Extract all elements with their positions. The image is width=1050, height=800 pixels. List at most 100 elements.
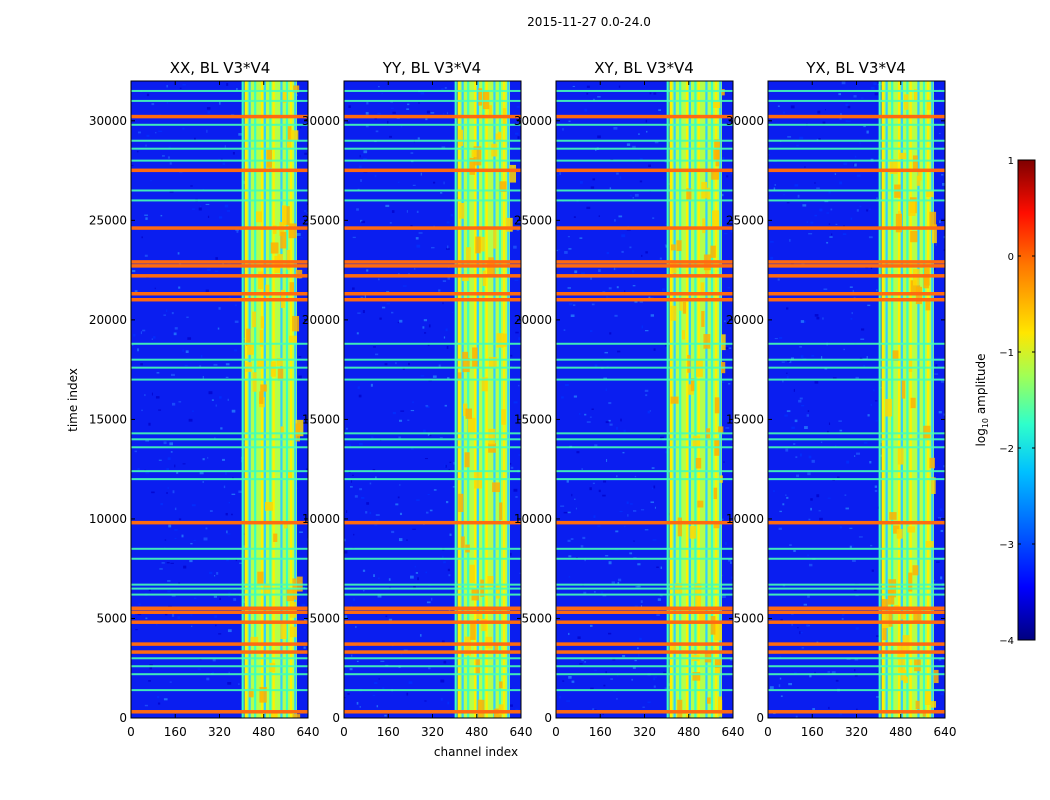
heatmap-noise-cell [632,196,635,199]
heatmap-noise-cell [361,220,366,224]
heatmap-noise-cell [157,702,161,705]
heatmap-noise-cell [854,271,857,273]
heatmap-noise-cell [174,464,176,468]
heatmap-noise-cell [804,166,806,168]
heatmap-noise-cell [214,615,218,618]
heatmap-noise-cell [878,155,880,159]
heatmap-noise-cell [870,403,873,406]
heatmap-noise-cell [730,172,733,175]
heatmap-noise-cell [443,660,447,664]
heatmap-noise-cell [629,246,632,249]
heatmap-noise-cell [568,120,571,122]
heatmap-plot-area[interactable]: 0 160 320 480 640 0 5000 10000 15000 20000 25000 30… [726,80,957,739]
heatmap-noise-cell [169,442,174,446]
heatmap-noise-cell [428,667,431,670]
heatmap-noise-cell [935,244,937,246]
warm-row [131,478,308,481]
heatmap-noise-cell [777,105,780,107]
heatmap-blob [458,493,464,512]
heatmap-noise-cell [227,681,232,685]
heatmap-blob [901,379,906,399]
x-tick-label: 480 [889,725,912,739]
heatmap-noise-cell [218,216,223,219]
heatmap-blob [712,210,720,229]
heatmap-plot-area[interactable]: 0 160 320 480 640 0 5000 10000 15000 20000 25000 30… [89,80,320,739]
heatmap-noise-cell [219,597,221,600]
heatmap-plot-area[interactable]: 0 160 320 480 640 0 5000 10000 15000 20000 25000 30… [514,80,745,739]
hot-row [768,168,945,173]
y-axis-label: time index [66,368,80,432]
heatmap-noise-cell [634,475,637,478]
heatmap-noise-cell [378,86,380,88]
heatmap-noise-cell [570,314,575,318]
hot-row [131,606,308,611]
heatmap-noise-cell [224,204,229,208]
heatmap-noise-cell [721,595,726,598]
heatmap-noise-cell [346,121,350,125]
heatmap-noise-cell [145,440,150,442]
heatmap-noise-cell [632,510,637,512]
heatmap-noise-cell [801,647,805,649]
heatmap-noise-cell [215,624,217,627]
heatmap-noise-cell [164,614,168,616]
heatmap-noise-cell [940,529,944,533]
heatmap-noise-cell [793,672,797,674]
heatmap-blob [465,408,472,419]
heatmap-blob [907,526,916,533]
heatmap-noise-cell [188,418,193,422]
heatmap-noise-cell [568,302,573,306]
heatmap-noise-cell [583,591,587,594]
heatmap-noise-cell [566,480,569,483]
heatmap-noise-cell [144,704,148,707]
heatmap-noise-cell [193,539,196,541]
heatmap-noise-cell [191,208,195,210]
warm-row [344,139,521,142]
heatmap-noise-cell [406,210,408,213]
heatmap-noise-cell [839,118,842,120]
heatmap-noise-cell [859,142,861,145]
heatmap-noise-cell [203,537,208,541]
heatmap-plot-area[interactable]: 0 160 320 480 640 0 5000 10000 15000 20000 25000 30… [302,80,533,739]
heatmap-noise-cell [778,337,783,339]
heatmap-noise-cell [942,182,945,186]
heatmap-noise-cell [831,233,833,236]
warm-row [344,89,521,92]
heatmap-noise-cell [877,81,880,84]
heatmap-noise-cell [442,302,444,305]
channel-stripe [493,81,496,718]
heatmap-noise-cell [381,92,383,94]
heatmap-noise-cell [386,302,391,305]
heatmap-blob [670,305,677,321]
hot-row [131,620,308,624]
heatmap-noise-cell [592,708,595,711]
heatmap-noise-cell [806,623,809,627]
heatmap-noise-cell [729,347,732,349]
heatmap-blob [497,131,502,138]
heatmap-noise-cell [877,506,880,509]
heatmap-noise-cell [389,135,392,138]
panel-xx: XX, BL V3*V4 0 160 320 480 640 0 5000 10000 1500… [66,59,319,739]
heatmap-noise-cell [447,377,450,380]
heatmap-noise-cell [868,236,873,239]
heatmap-blob [478,236,485,252]
heatmap-noise-cell [638,133,640,135]
warm-row [131,665,308,668]
heatmap-noise-cell [810,507,813,511]
heatmap-blob [259,686,267,703]
heatmap-blob [292,714,301,718]
heatmap-blob [476,613,483,620]
heatmap-noise-cell [364,295,366,299]
heatmap-noise-cell [637,563,641,566]
heatmap-noise-cell [298,375,302,379]
heatmap-noise-cell [795,456,798,459]
heatmap-noise-cell [174,327,178,330]
y-tick-label: 5000 [733,611,764,625]
heatmap-blob [925,298,931,311]
warm-row [344,657,521,660]
heatmap-blob [482,270,487,286]
heatmap-noise-cell [453,462,455,465]
heatmap-noise-cell [372,694,376,696]
heatmap-noise-cell [572,85,575,87]
heatmap-noise-cell [419,634,422,637]
heatmap-noise-cell [148,680,151,682]
